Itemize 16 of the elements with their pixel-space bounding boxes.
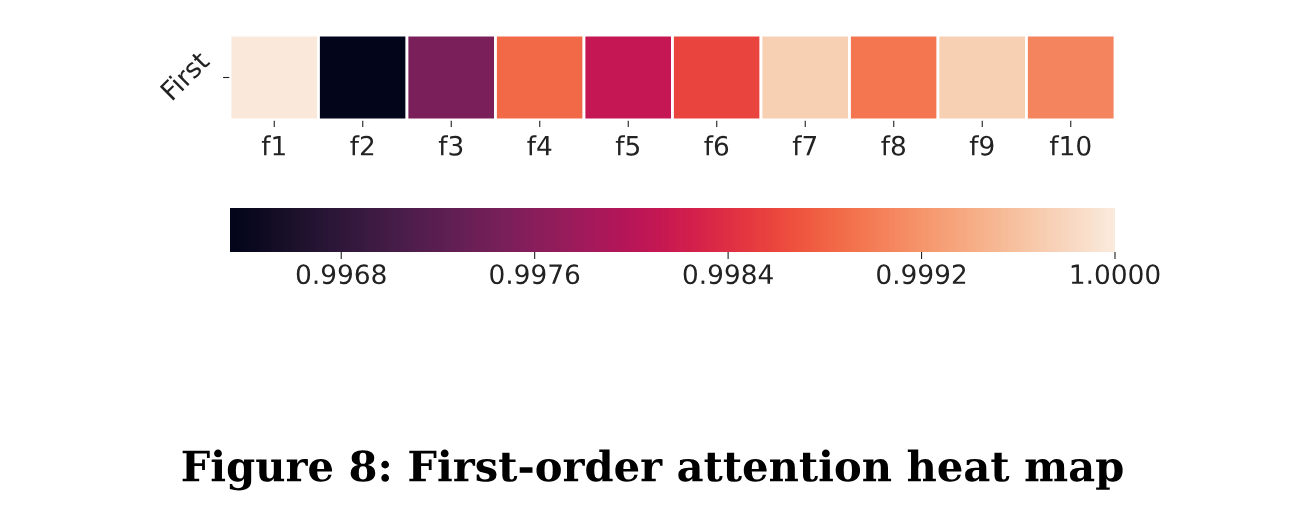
x-tick-label: f8 bbox=[881, 135, 905, 156]
color-bar-label: 0.9992 bbox=[877, 264, 966, 285]
x-tick-label: f1 bbox=[261, 135, 285, 156]
x-tick-label: f3 bbox=[438, 135, 463, 156]
x-tick-label: f7 bbox=[792, 135, 817, 156]
x-tick-label: f9 bbox=[969, 135, 994, 156]
x-tick-label: f5 bbox=[615, 135, 639, 156]
color-bar-label: 1.0000 bbox=[1071, 264, 1160, 285]
color-bar-label: 0.9968 bbox=[296, 264, 386, 285]
x-tick-label: f6 bbox=[704, 135, 729, 156]
x-tick-label: f10 bbox=[1049, 135, 1091, 156]
x-tick-label: f2 bbox=[350, 135, 374, 156]
color-bar-label: 0.9984 bbox=[683, 264, 773, 285]
text: Figure 8: First-order attention heat map bbox=[182, 449, 1123, 491]
color-bar-label: 0.9976 bbox=[490, 264, 580, 285]
x-tick-label: f4 bbox=[527, 135, 552, 156]
